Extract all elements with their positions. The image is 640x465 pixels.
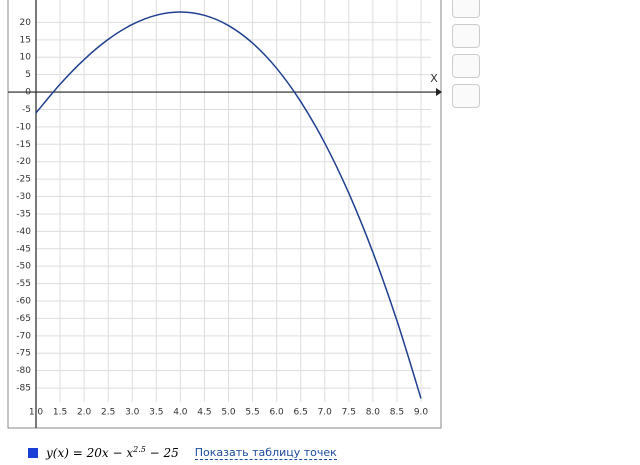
tool-button[interactable] bbox=[452, 84, 480, 108]
tool-button[interactable] bbox=[452, 24, 480, 48]
x-tick-label: 6.5 bbox=[294, 408, 308, 418]
x-tick-label: 4.5 bbox=[197, 408, 211, 418]
points-table-link[interactable]: Показать таблицу точек bbox=[194, 445, 337, 460]
y-tick-label: 15 bbox=[20, 35, 31, 45]
x-tick-label: 2.0 bbox=[77, 408, 92, 418]
y-tick-label: -50 bbox=[16, 262, 31, 272]
y-tick-label: -30 bbox=[16, 192, 31, 202]
y-tick-label: -65 bbox=[16, 314, 31, 324]
y-tick-label: 10 bbox=[20, 53, 32, 63]
y-tick-label: -60 bbox=[16, 297, 31, 307]
y-tick-label: -75 bbox=[16, 349, 31, 359]
legend-formula: y(x) = 20x − x2.5 − 25 bbox=[46, 445, 179, 460]
y-tick-label: -40 bbox=[16, 227, 31, 237]
formula-part: − 25 bbox=[145, 446, 179, 460]
y-tick-label: 20 bbox=[20, 18, 32, 28]
x-axis-label: X bbox=[430, 72, 438, 85]
x-tick-label: 1.5 bbox=[53, 408, 67, 418]
y-tick-label: -55 bbox=[16, 279, 31, 289]
x-axis-arrow bbox=[436, 88, 442, 97]
y-tick-label: -5 bbox=[22, 105, 31, 115]
y-tick-label: -45 bbox=[16, 244, 31, 254]
tool-button[interactable] bbox=[452, 54, 480, 78]
x-tick-label: 8.0 bbox=[366, 408, 381, 418]
x-tick-label: 9.0 bbox=[414, 408, 429, 418]
x-tick-label: 5.0 bbox=[221, 408, 236, 418]
y-tick-label: -80 bbox=[16, 366, 31, 376]
y-tick-label: -70 bbox=[16, 331, 31, 341]
x-tick-label: 3.0 bbox=[125, 408, 140, 418]
formula-part: y(x) = 20x − x bbox=[46, 446, 134, 460]
y-tick-label: -85 bbox=[16, 384, 31, 394]
x-tick-label: 8.5 bbox=[390, 408, 404, 418]
x-tick-label: 3.5 bbox=[149, 408, 163, 418]
x-tick-label: 7.5 bbox=[342, 408, 356, 418]
x-tick-label: 1.0 bbox=[29, 408, 44, 418]
y-tick-label: -35 bbox=[16, 209, 31, 219]
legend: y(x) = 20x − x2.5 − 25 Показать таблицу … bbox=[28, 445, 337, 460]
formula-exponent: 2.5 bbox=[133, 445, 146, 454]
y-tick-label: 5 bbox=[25, 70, 31, 80]
tool-button[interactable] bbox=[452, 0, 480, 18]
y-tick-label: -25 bbox=[16, 175, 31, 185]
y-tick-label: -20 bbox=[16, 157, 31, 167]
x-tick-label: 6.0 bbox=[269, 408, 284, 418]
y-tick-label: 0 bbox=[25, 88, 31, 98]
y-tick-label: -10 bbox=[16, 122, 31, 132]
chart: 1.0 1.5 2.0 2.5 3.0 3.5 4.0 4.5 5.0 5.5 6.0 6.5 7.0 7… bbox=[7, 0, 442, 429]
chart-frame bbox=[7, 0, 442, 429]
x-tick-label: 7.0 bbox=[318, 408, 333, 418]
function-curve bbox=[35, 11, 422, 399]
x-tick-label: 4.0 bbox=[173, 408, 188, 418]
x-tick-label: 2.5 bbox=[101, 408, 115, 418]
legend-swatch bbox=[28, 447, 38, 458]
y-tick-label: -15 bbox=[16, 140, 31, 150]
x-tick-label: 5.5 bbox=[245, 408, 259, 418]
